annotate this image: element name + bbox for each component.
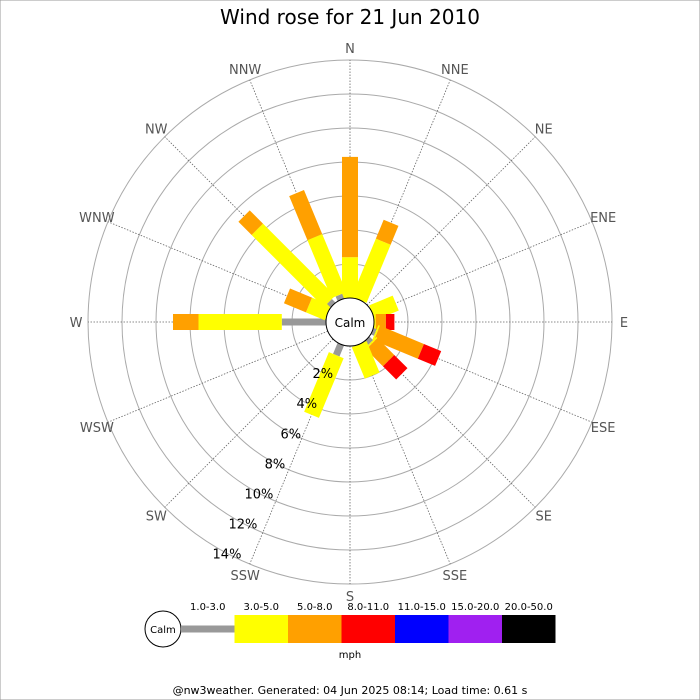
ring-label-4: 8% [265, 457, 286, 472]
bar-n-3 [342, 156, 358, 258]
direction-label-ese: ESE [591, 421, 616, 436]
direction-label-ene: ENE [590, 211, 616, 226]
bar-se-3 [366, 338, 395, 367]
grid-ring-5 [155, 127, 545, 517]
bar-nnw-3 [289, 189, 323, 241]
direction-labels: N NNE NE ENE E ESE SE SSE S SSW SW WSW W WNW NW NNW [70, 42, 629, 605]
spoke-ene [372, 221, 593, 314]
bar-w-2 [198, 314, 282, 330]
ring-labels: 2% 4% 6% 8% 10% 12% 14% [213, 367, 334, 562]
bar-nne-3 [375, 219, 399, 245]
calm-label: Calm [335, 316, 366, 330]
calm-circle [325, 297, 375, 347]
bar-se-4 [382, 354, 408, 380]
direction-label-se: SE [536, 510, 552, 525]
direction-label-nnw: NNW [229, 63, 261, 78]
legend-swatch-6 [448, 615, 502, 643]
chart-title: Wind rose for 21 Jun 2010 [220, 5, 480, 29]
bar-nnw-2 [307, 233, 347, 299]
ring-label-2: 4% [296, 397, 317, 412]
direction-label-sw: SW [146, 510, 167, 525]
legend-swatch-1 [181, 625, 235, 633]
direction-label-nne: NNE [441, 63, 469, 78]
bar-w-3 [173, 314, 199, 330]
bar-e-2 [374, 314, 376, 330]
wind-bars [173, 156, 442, 418]
ring-label-3: 6% [281, 427, 302, 442]
legend-label-7: 20.0-50.0 [505, 602, 553, 613]
legend-swatch-2 [234, 615, 288, 643]
bar-ese-2 [372, 325, 380, 341]
ring-label-5: 10% [244, 487, 273, 502]
legend-label-3: 5.0-8.0 [297, 602, 332, 613]
bar-nw-3 [238, 210, 263, 235]
direction-label-nw: NW [145, 122, 168, 137]
legend-swatch-3 [288, 615, 342, 643]
legend-label-4: 8.0-11.0 [347, 602, 389, 613]
direction-label-n: N [345, 42, 355, 57]
legend-label-2: 3.0-5.0 [244, 602, 279, 613]
bar-ese-1 [370, 327, 377, 336]
bar-nw-1 [326, 298, 336, 308]
legend-label-6: 15.0-20.0 [451, 602, 499, 613]
direction-label-wsw: WSW [80, 421, 114, 436]
bar-nne-2 [351, 238, 391, 303]
spoke-sw [164, 338, 334, 508]
direction-label-e: E [620, 316, 628, 331]
bar-ese-3 [373, 325, 424, 359]
spoke-ne [366, 136, 536, 306]
ring-label-6: 12% [229, 517, 258, 532]
bar-sse-2 [351, 341, 380, 379]
footer-text: @nw3weather. Generated: 04 Jun 2025 08:1… [173, 684, 528, 697]
bar-nw-2 [251, 223, 336, 308]
bar-ssw-2 [304, 352, 344, 418]
direction-label-ne: NE [535, 122, 553, 137]
ring-label-1: 2% [312, 367, 333, 382]
direction-label-s: S [346, 590, 354, 605]
direction-label-ssw: SSW [230, 569, 260, 584]
bar-ssw-1 [333, 342, 345, 357]
legend-label-5: 11.0-15.0 [398, 602, 446, 613]
legend-swatch-4 [341, 615, 395, 643]
legend-swatch-7 [502, 615, 556, 643]
ring-label-7: 14% [213, 547, 242, 562]
legend-calm-label: Calm [150, 625, 176, 636]
bar-n-2 [342, 257, 358, 298]
bar-ese-4 [417, 343, 442, 366]
legend-unit: mph [339, 650, 361, 661]
bar-w-1 [281, 318, 327, 326]
bar-wnw-3 [283, 288, 313, 313]
bar-e-4 [385, 314, 395, 330]
direction-label-w: W [70, 316, 83, 331]
spoke-sse [358, 344, 451, 565]
speed-legend: Calm 1.0-3.0 3.0-5.0 5.0-8.0 8.0-11.0 11.0-1… [144, 602, 556, 661]
direction-label-wnw: WNW [79, 211, 115, 226]
spoke-wsw [107, 330, 328, 423]
legend-swatch-5 [395, 615, 449, 643]
direction-label-sse: SSE [442, 569, 467, 584]
legend-label-1: 1.0-3.0 [190, 602, 225, 613]
